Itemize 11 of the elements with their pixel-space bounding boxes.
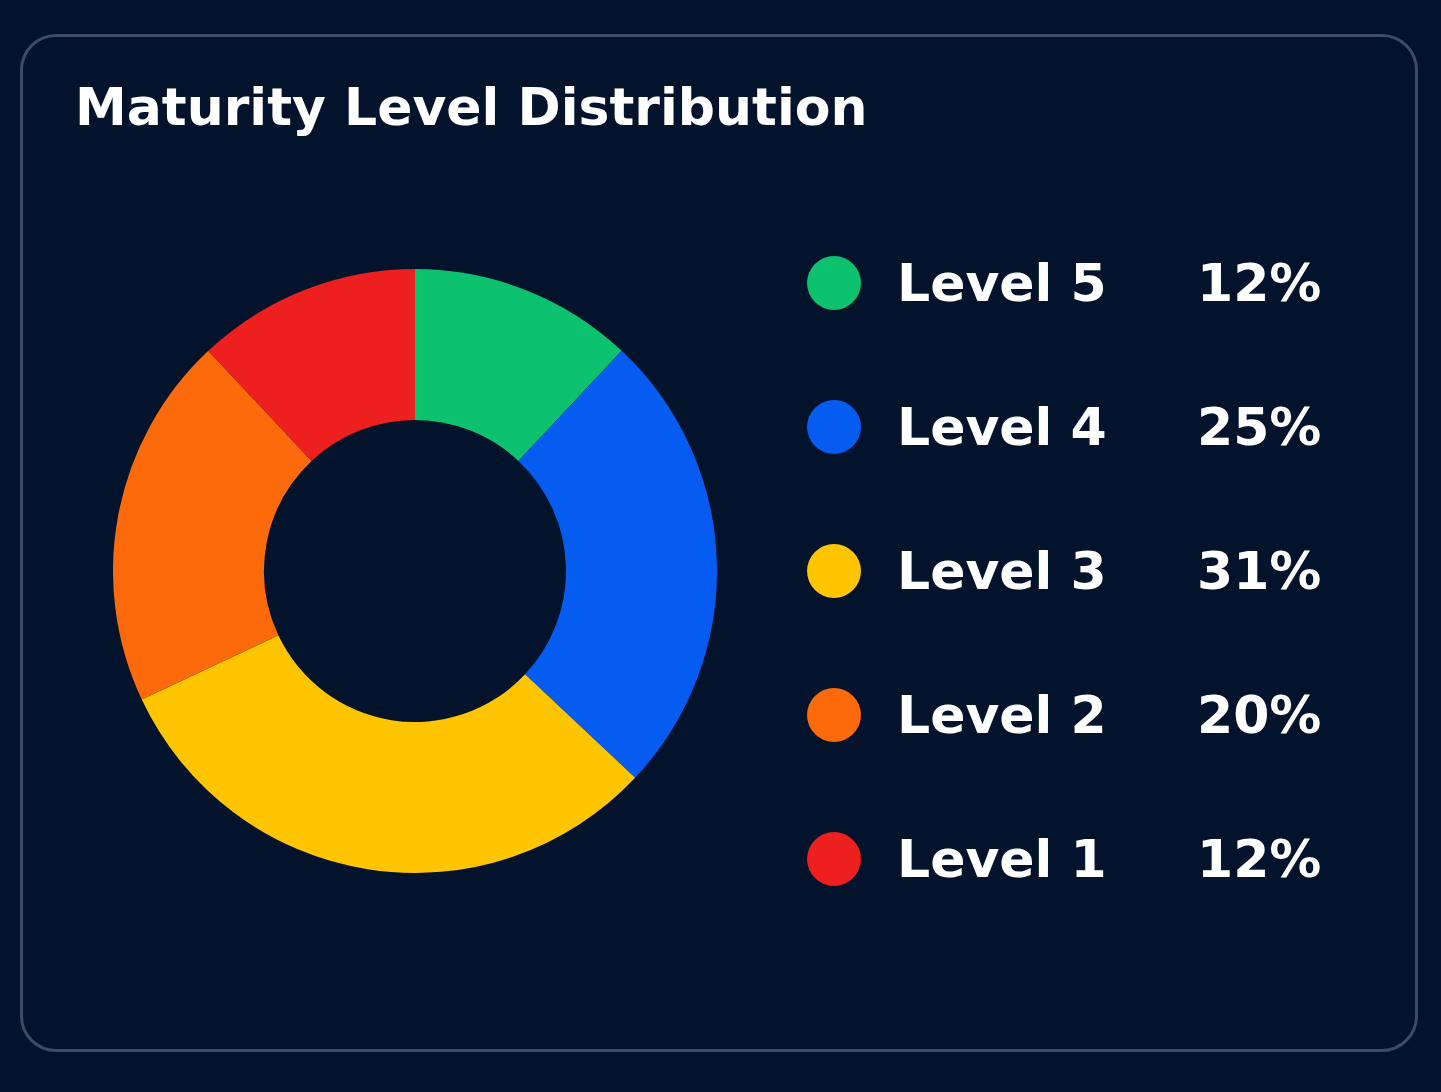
legend-label: Level 4 xyxy=(897,397,1108,457)
chart-title: Maturity Level Distribution xyxy=(75,77,868,137)
data-label: 12% xyxy=(1197,829,1322,889)
data-label: 12% xyxy=(1197,253,1322,313)
data-label: 25% xyxy=(1197,397,1322,457)
data-label: 20% xyxy=(1197,685,1322,745)
legend-label: Level 5 xyxy=(897,253,1108,313)
legend-label: Level 2 xyxy=(897,685,1108,745)
legend-label: Level 1 xyxy=(897,829,1108,889)
legend-label: Level 3 xyxy=(897,541,1108,601)
data-label: 31% xyxy=(1197,541,1322,601)
